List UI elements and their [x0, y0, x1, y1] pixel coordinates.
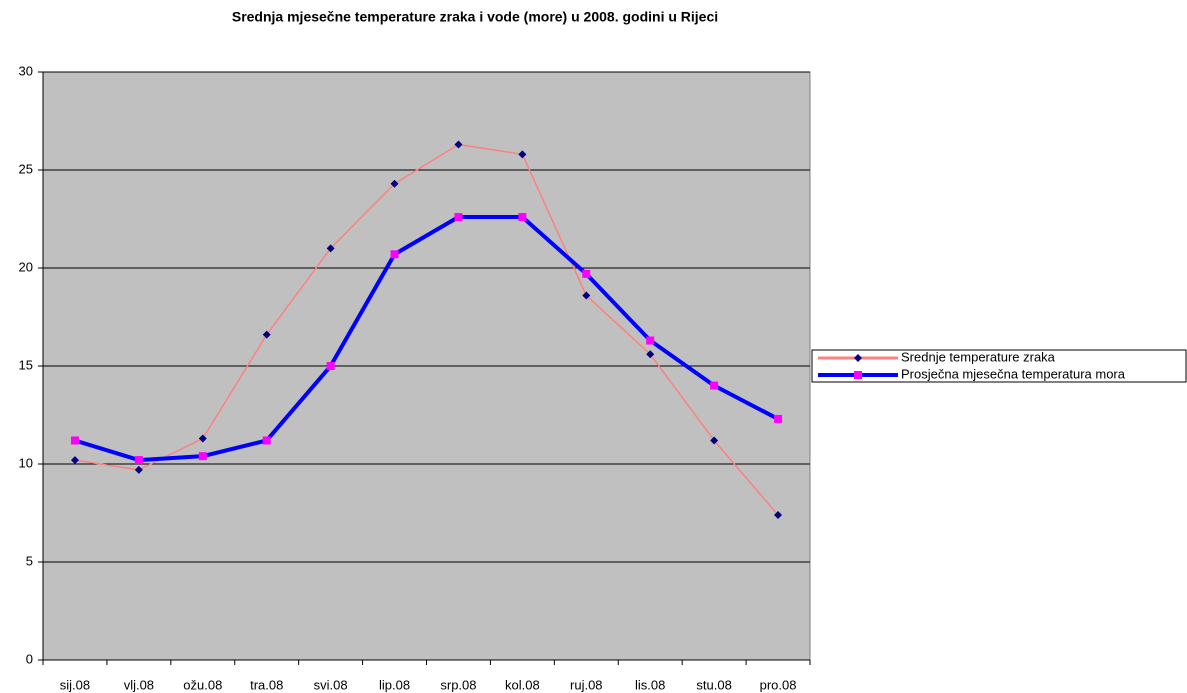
marker — [774, 510, 783, 519]
legend-marker — [854, 371, 862, 379]
y-tick-label: 0 — [26, 651, 33, 666]
marker — [646, 336, 655, 345]
y-tick-label: 10 — [19, 455, 33, 470]
marker — [262, 436, 271, 445]
marker — [582, 269, 591, 278]
x-tick-label: srp.08 — [440, 677, 476, 692]
marker — [710, 436, 719, 445]
marker — [518, 150, 527, 159]
marker — [390, 250, 399, 259]
marker — [134, 465, 143, 474]
marker — [390, 179, 399, 188]
marker — [198, 452, 207, 461]
y-tick-label: 5 — [26, 553, 33, 568]
marker — [262, 330, 271, 339]
series-line — [74, 215, 779, 463]
legend-marker — [854, 354, 862, 362]
y-tick-label: 25 — [19, 161, 33, 176]
marker — [710, 381, 719, 390]
marker — [582, 291, 591, 300]
marker — [518, 213, 527, 222]
x-tick-label: stu.08 — [696, 677, 731, 692]
marker — [774, 414, 783, 423]
x-tick-label: pro.08 — [760, 677, 797, 692]
marker — [646, 350, 655, 359]
x-tick-label: ruj.08 — [570, 677, 603, 692]
x-tick-label: ožu.08 — [183, 677, 222, 692]
marker — [70, 436, 79, 445]
x-tick-label: svi.08 — [314, 677, 348, 692]
marker — [326, 362, 335, 370]
legend-label: Srednje temperature zraka — [901, 349, 1056, 364]
chart-title: Srednja mjesečne temperature zraka i vod… — [232, 9, 718, 25]
x-tick-label: lis.08 — [635, 677, 665, 692]
marker — [454, 213, 463, 222]
y-tick-label: 15 — [19, 357, 33, 372]
x-tick-label: vlj.08 — [124, 677, 154, 692]
y-tick-label: 20 — [19, 259, 33, 274]
marker — [70, 456, 79, 465]
marker — [454, 140, 463, 149]
x-tick-label: kol.08 — [505, 677, 540, 692]
x-tick-label: tra.08 — [250, 677, 283, 692]
x-tick-label: lip.08 — [379, 677, 410, 692]
legend-label: Prosječna mjesečna temperatura mora — [901, 366, 1126, 381]
marker — [326, 244, 335, 253]
x-tick-label: sij.08 — [60, 677, 90, 692]
marker — [198, 434, 207, 443]
series-line — [74, 143, 779, 516]
marker — [134, 456, 143, 465]
y-tick-label: 30 — [19, 63, 33, 78]
